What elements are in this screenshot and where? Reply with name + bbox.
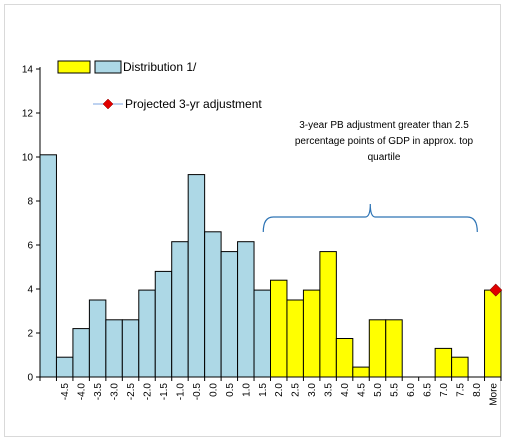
x-tick-label: -2.5 — [126, 383, 137, 401]
bar-4.0 — [335, 338, 354, 378]
x-tick-label: -4.0 — [77, 383, 88, 401]
y-tick-label: 0 — [27, 373, 33, 384]
y-tick-label: 6 — [27, 241, 33, 252]
x-tick-label: 4.5 — [357, 383, 368, 397]
bar-4.5 — [352, 366, 370, 378]
y-tick-label: 8 — [27, 197, 33, 208]
legend-marker-projected — [102, 98, 114, 110]
bar-1.5 — [253, 289, 271, 378]
x-tick-label: 0.0 — [208, 383, 219, 397]
bar-3.5 — [319, 251, 337, 378]
projected-marker-layer — [489, 283, 503, 297]
bar-3.0 — [302, 289, 321, 378]
x-tick-label: -3.0 — [110, 383, 121, 401]
bar-1.0 — [237, 241, 255, 378]
legend-label-projected: Projected 3-yr adjustment — [125, 97, 262, 111]
x-tick-label: -1.5 — [159, 383, 170, 401]
bar-0.0 — [204, 231, 222, 378]
axes-layer — [36, 67, 502, 381]
y-tick-label: 12 — [22, 109, 34, 120]
legend-swatch-highlight — [57, 60, 91, 74]
x-tick-label: 1.0 — [241, 383, 252, 397]
projected-adjustment-marker — [489, 283, 503, 297]
legend-label-distribution: Distribution 1/ — [123, 60, 197, 74]
bar-5.0 — [368, 319, 387, 378]
y-tick-label: 10 — [22, 153, 34, 164]
bar-7.5 — [451, 356, 469, 378]
x-tick-label: More — [488, 383, 499, 406]
bar-5.5 — [385, 319, 403, 378]
bar--4.0 — [72, 328, 90, 378]
bar--3.0 — [105, 319, 123, 378]
x-tick-label: -0.5 — [192, 383, 203, 401]
bar--1.5 — [154, 270, 173, 378]
x-tick-label: 5.5 — [389, 383, 400, 397]
y-tick-labels: 0 2 4 6 8 10 12 14 — [22, 65, 34, 384]
x-tick-label: 2.5 — [291, 383, 302, 397]
y-tick-label: 14 — [22, 65, 34, 76]
x-tick-label: 8.0 — [472, 383, 483, 397]
bar-2.5 — [286, 299, 304, 378]
annotation: 3-year PB adjustment greater than 2.5 pe… — [262, 120, 478, 233]
bar--0.5 — [187, 174, 206, 378]
bar-More — [484, 289, 502, 378]
annotation-line-2: percentage points of GDP in approx. top — [295, 136, 474, 147]
x-tick-label: 4.0 — [340, 383, 351, 397]
bar-2.0 — [270, 279, 288, 378]
x-tick-label: 3.0 — [307, 383, 318, 397]
y-tick-label: 4 — [27, 285, 33, 296]
x-tick-labels: -4.5 -4.0 -3.5 -3.0 -2.5 -2.0 -1.5 -1.0 -0.5 0.0 0… — [60, 383, 499, 406]
x-tick-label: 0.5 — [225, 383, 236, 397]
bar--2.5 — [121, 319, 140, 378]
annotation-line-1: 3-year PB adjustment greater than 2.5 — [299, 120, 469, 131]
bar-7.0 — [434, 347, 453, 378]
x-tick-label: 2.0 — [274, 383, 285, 397]
x-tick-label: -3.5 — [93, 383, 104, 401]
y-tick-label: 2 — [27, 329, 33, 340]
annotation-line-3: quartile — [368, 152, 401, 163]
bar-0.5 — [220, 251, 239, 378]
x-tick-label: 6.5 — [422, 383, 433, 397]
bar--3.5 — [88, 299, 107, 378]
x-tick-label: -1.0 — [175, 383, 186, 401]
legend: Distribution 1/ Projected 3-yr adjustmen… — [57, 60, 262, 111]
bar--4.5 — [55, 356, 74, 378]
x-tick-label: -4.5 — [60, 383, 71, 401]
annotation-bracket — [262, 203, 478, 233]
bar--2.0 — [138, 289, 156, 378]
x-tick-label: -2.0 — [143, 383, 154, 401]
x-tick-label: 1.5 — [258, 383, 269, 397]
x-tick-label: 5.0 — [373, 383, 384, 397]
x-tick-label: 7.5 — [455, 383, 466, 397]
bar--5.0 — [39, 154, 57, 378]
bar--1.0 — [171, 241, 189, 378]
legend-swatch-distribution — [94, 60, 122, 74]
bars-layer — [39, 154, 502, 378]
x-tick-label: 6.0 — [406, 383, 417, 397]
x-tick-label: 3.5 — [324, 383, 335, 397]
x-tick-label: 7.0 — [439, 383, 450, 397]
